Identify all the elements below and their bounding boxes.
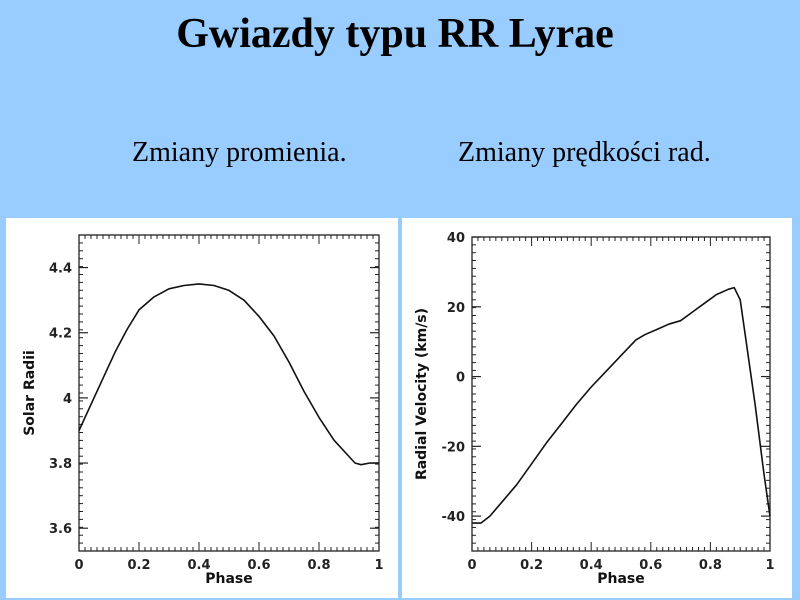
velocity-chart-plot-frame: [471, 236, 771, 552]
velocity-chart-series-line: [472, 286, 771, 524]
radius-chart-x-tick-label: 0.8: [307, 558, 330, 573]
velocity-chart-x-tick-label: 0.4: [580, 558, 603, 573]
radius-chart-x-tick-label: 0.6: [247, 558, 270, 573]
radius-chart-y-tick-label: 4.4: [49, 262, 72, 277]
radius-chart-panel: 0 0.2 0.4 0.6 0.8 1 3.6 3.8 4 4.2 4.4 Phase Solar Ra…: [6, 218, 398, 598]
radius-chart-plot-frame: [78, 234, 380, 552]
subtitle-radius: Zmiany promienia.: [132, 137, 347, 168]
velocity-chart-y-tick-label: -40: [442, 510, 466, 525]
subtitle-velocity: Zmiany prędkości rad.: [458, 137, 711, 168]
velocity-chart-x-tick-label: 0: [467, 558, 476, 573]
radius-chart-y-tick-label: 3.6: [49, 522, 72, 537]
velocity-chart-y-tick-label: 40: [447, 231, 465, 246]
velocity-chart: 0 0.2 0.4 0.6 0.8 1 -40 -20 0 20 40 Phase Radial Vel…: [414, 231, 775, 587]
velocity-chart-y-tick-label: 0: [456, 371, 465, 386]
radius-chart-x-axis-label: Phase: [205, 571, 253, 587]
velocity-chart-y-axis-label: Radial Velocity (km/s): [414, 308, 430, 480]
radius-chart-series-line: [78, 283, 379, 466]
velocity-chart-panel: 0 0.2 0.4 0.6 0.8 1 -40 -20 0 20 40 Phase Radial Vel…: [402, 218, 792, 598]
radius-chart-y-axis-label: Solar Radii: [22, 350, 38, 436]
radius-chart-y-tick-label: 4.2: [49, 327, 72, 342]
velocity-chart-y-tick-label: -20: [442, 440, 466, 455]
radius-chart: 0 0.2 0.4 0.6 0.8 1 3.6 3.8 4 4.2 4.4 Phase Solar Ra…: [22, 234, 384, 587]
radius-chart-y-tick-label: 4: [63, 392, 72, 407]
velocity-chart-x-tick-label: 0.8: [699, 558, 722, 573]
radius-chart-x-tick-label: 0.4: [187, 558, 210, 573]
velocity-chart-x-tick-label: 1: [765, 558, 774, 573]
radius-chart-x-tick-label: 0: [74, 558, 83, 573]
radius-chart-y-tick-label: 3.8: [49, 457, 72, 472]
velocity-chart-x-axis-label: Phase: [597, 571, 645, 587]
velocity-chart-x-tick-label: 0.2: [520, 558, 543, 573]
radius-chart-x-tick-label: 0.2: [127, 558, 150, 573]
slide-title: Gwiazdy typu RR Lyrae: [176, 11, 614, 57]
velocity-chart-x-tick-label: 0.6: [639, 558, 662, 573]
radius-chart-x-tick-label: 1: [374, 558, 383, 573]
velocity-chart-y-tick-label: 20: [447, 301, 465, 316]
